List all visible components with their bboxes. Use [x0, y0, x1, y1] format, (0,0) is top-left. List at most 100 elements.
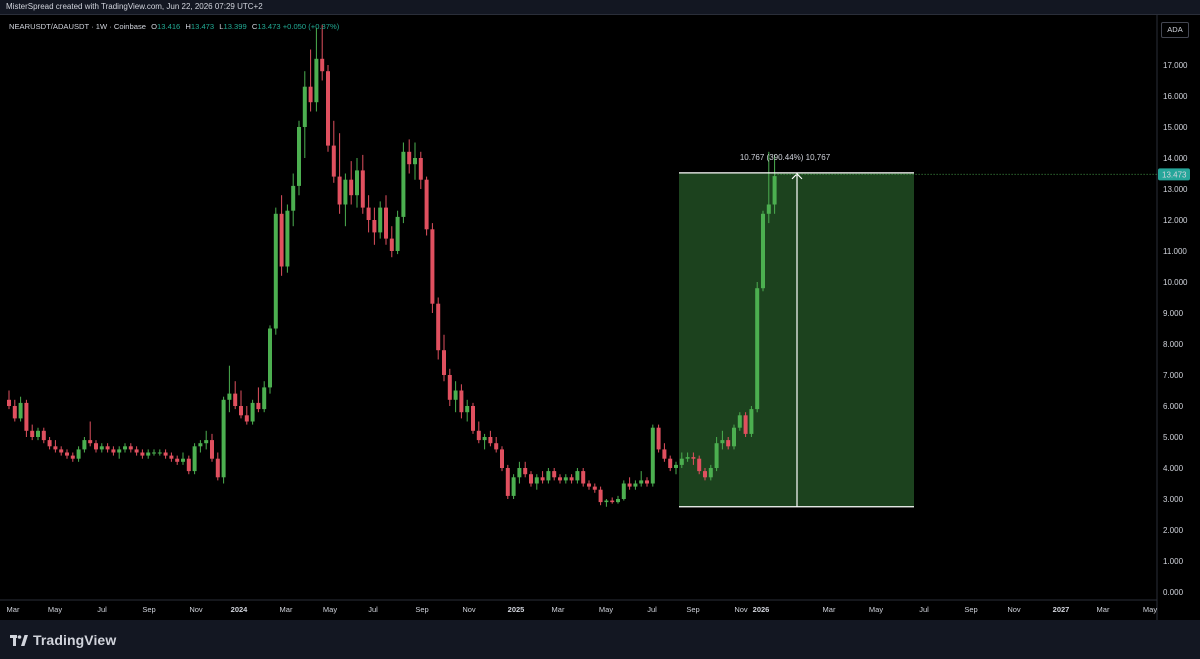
x-tick-label: Mar	[1097, 605, 1110, 614]
x-tick-label: Mar	[552, 605, 565, 614]
candle-body	[59, 449, 64, 453]
candle-body	[279, 213, 284, 267]
candle-body	[569, 477, 574, 481]
candle-body	[674, 464, 678, 468]
candle-body	[766, 204, 771, 214]
y-tick-label: 16.000	[1163, 92, 1188, 101]
candle-body	[146, 452, 151, 456]
candle-body	[12, 406, 17, 419]
candle-body	[308, 86, 313, 103]
x-tick-label: 2025	[508, 605, 525, 614]
candle-body	[534, 477, 539, 484]
high-value: 13.473	[190, 22, 215, 31]
x-tick-label: Nov	[189, 605, 203, 614]
measure-arrow-head	[791, 173, 803, 180]
low-label: L	[219, 22, 224, 31]
y-tick-label: 3.000	[1163, 495, 1184, 504]
x-tick-label: May	[48, 605, 62, 614]
candle-body	[592, 486, 597, 490]
y-tick-label: 13.000	[1163, 185, 1188, 194]
x-tick-label: May	[599, 605, 613, 614]
y-tick-label: 0.000	[1163, 588, 1184, 597]
candle-body	[355, 170, 359, 196]
candle-body	[511, 477, 516, 496]
x-tick-label: Jul	[647, 605, 657, 614]
candle-body	[430, 229, 435, 304]
currency-button[interactable]: ADA	[1161, 22, 1189, 38]
candle-body	[343, 179, 348, 205]
candle-body	[505, 468, 510, 496]
footer-bar: TradingView	[0, 620, 1200, 659]
candle-body	[610, 500, 615, 503]
candle-body	[250, 402, 255, 422]
tradingview-brand: TradingView	[33, 632, 117, 648]
candle-body	[650, 427, 655, 484]
candle-body	[708, 468, 713, 478]
candle-body	[685, 457, 690, 459]
candle-body	[331, 145, 336, 177]
candle-body	[181, 458, 185, 462]
candle-body	[679, 458, 684, 465]
candle-body	[691, 457, 696, 459]
x-tick-label: Jul	[368, 605, 378, 614]
candle-body	[639, 480, 644, 484]
candle-body	[337, 176, 342, 205]
candle-body	[494, 443, 499, 450]
candle-body	[482, 437, 487, 441]
price-axis[interactable]: 0.000 1.000 2.000 3.000 4.000 5.000 6.000 7.000…	[1163, 61, 1188, 597]
candle-body	[389, 238, 394, 251]
candle-body	[749, 409, 754, 434]
x-tick-label: Nov	[462, 605, 476, 614]
measure-lines	[679, 172, 1157, 508]
candle-body	[378, 207, 383, 233]
candle-body	[349, 179, 354, 196]
y-tick-label: 10.000	[1163, 278, 1188, 287]
symbol-name[interactable]: NEARUSDT/ADAUSDT · 1W · Coinbase	[9, 22, 146, 31]
chart-grid	[0, 14, 1158, 620]
high-label: H	[185, 22, 191, 31]
candle-body	[239, 406, 243, 416]
candle-body	[204, 440, 209, 444]
candle-body	[581, 471, 586, 484]
candle-body	[30, 430, 35, 437]
candle-body	[384, 207, 388, 239]
candle-body	[291, 185, 296, 211]
candle-body	[395, 216, 400, 251]
candle-body	[320, 58, 325, 72]
candle-body	[476, 430, 481, 441]
time-axis[interactable]: Mar May Jul Sep Nov 2024 Mar May Jul Sep Nov 2025 Ma…	[7, 605, 1158, 614]
y-tick-label: 1.000	[1163, 557, 1184, 566]
x-tick-label: May	[323, 605, 337, 614]
candle-body	[645, 480, 649, 484]
candle-body	[268, 328, 272, 388]
candle-body	[175, 458, 180, 462]
candle-body	[442, 350, 446, 375]
candle-body	[47, 440, 52, 447]
last-price-value: 13.473	[1162, 170, 1187, 179]
tradingview-logo[interactable]: TradingView	[10, 632, 116, 648]
candle-body	[360, 170, 365, 208]
y-tick-label: 12.000	[1163, 216, 1188, 225]
candle-body	[233, 393, 238, 406]
candle-body	[726, 440, 731, 447]
candle-body	[418, 158, 423, 180]
candle-body	[372, 220, 377, 233]
y-tick-label: 2.000	[1163, 526, 1184, 535]
candle-body	[262, 387, 267, 410]
candle-body	[552, 471, 557, 478]
candle-body	[587, 483, 591, 487]
candle-body	[117, 449, 122, 453]
candle-body	[157, 452, 162, 454]
candle-body	[128, 446, 133, 450]
candle-body	[656, 427, 661, 450]
candle-body	[529, 474, 533, 484]
price-chart[interactable]: 10.767 (390.44%) 10,767 0.000 1.000 2.000 3…	[0, 14, 1200, 620]
candle-body	[720, 440, 725, 444]
x-tick-label: Nov	[734, 605, 748, 614]
candle-body	[697, 458, 702, 472]
top-credit-bar: MisterSpread created with TradingView.co…	[0, 0, 1200, 15]
candle-body	[192, 446, 197, 472]
candle-body	[424, 179, 429, 230]
last-price-bg	[1158, 168, 1190, 181]
candle-body	[36, 430, 40, 437]
